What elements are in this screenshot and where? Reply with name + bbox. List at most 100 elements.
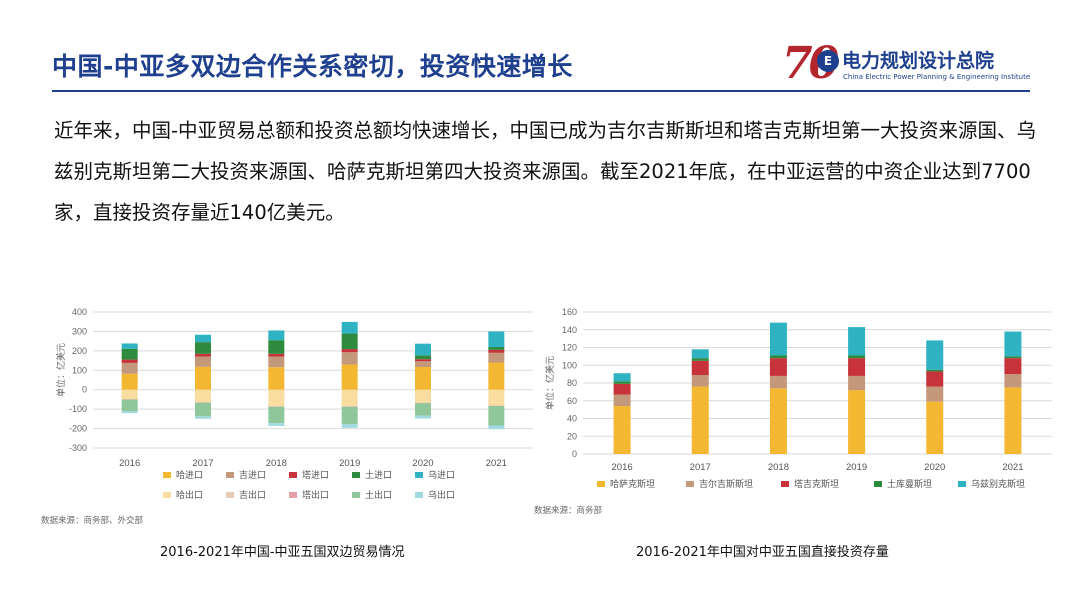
trade-bar-哈出口-2016 <box>121 389 138 400</box>
trade-bar-塔进口-2020 <box>415 359 431 362</box>
investment-bar-乌兹别克斯坦-2020 <box>926 340 944 370</box>
trade-y-tick-label: 100 <box>72 365 87 375</box>
investment-y-tick-label: 120 <box>562 343 577 353</box>
investment-x-tick-label: 2016 <box>612 462 633 473</box>
trade-bar-哈进口-2016 <box>121 373 138 390</box>
trade-y-tick-label: -200 <box>69 424 87 434</box>
trade-legend-swatch <box>415 472 423 478</box>
trade-bar-吉出口-2017 <box>195 402 211 403</box>
trade-bar-土进口-2017 <box>195 342 211 354</box>
trade-bar-乌进口-2019 <box>341 321 358 334</box>
investment-x-tick-label: 2019 <box>846 462 867 473</box>
investment-y-axis-label: 单位：亿美元 <box>544 356 556 410</box>
trade-y-axis-label: 单位：亿美元 <box>55 343 67 397</box>
investment-bar-哈萨克斯坦-2019 <box>848 390 866 454</box>
trade-legend-label: 塔进口 <box>302 469 329 481</box>
trade-chart-source: 数据来源：商务部、外交部 <box>41 516 144 526</box>
investment-bar-乌兹别克斯坦-2016 <box>613 373 631 382</box>
trade-legend-label: 哈进口 <box>176 469 203 481</box>
body-paragraph: 近年来，中国-中亚贸易总额和投资总额均快速增长，中国已成为吉尔吉斯斯坦和塔吉克斯… <box>54 119 1037 224</box>
investment-bar-吉尔吉斯斯坦-2017 <box>691 375 709 387</box>
trade-bar-吉进口-2016 <box>121 362 138 374</box>
investment-bar-乌兹别克斯坦-2019 <box>848 327 866 356</box>
investment-bar-塔吉克斯坦-2017 <box>691 360 709 376</box>
trade-bar-乌进口-2017 <box>195 334 211 343</box>
investment-bar-哈萨克斯坦-2021 <box>1004 387 1022 454</box>
trade-bar-塔进口-2017 <box>195 353 211 357</box>
trade-legend-label: 乌进口 <box>428 469 455 481</box>
trade-bar-吉出口-2018 <box>268 406 285 407</box>
trade-bar-土进口-2018 <box>268 340 285 354</box>
investment-y-tick-label: 140 <box>562 325 577 335</box>
trade-bar-乌出口-2017 <box>195 416 211 419</box>
investment-legend-swatch <box>597 481 605 487</box>
title-divider <box>52 90 1030 92</box>
trade-bar-土出口-2020 <box>415 403 431 416</box>
investment-chart-source: 数据来源：商务部 <box>534 506 603 516</box>
trade-y-tick-label: 200 <box>72 346 87 356</box>
trade-bar-乌出口-2018 <box>268 423 285 426</box>
investment-x-tick-label: 2020 <box>924 462 945 473</box>
trade-bar-哈出口-2020 <box>415 389 431 403</box>
investment-y-tick-label: 160 <box>562 307 577 317</box>
trade-bar-土出口-2021 <box>488 406 505 426</box>
trade-bar-哈进口-2021 <box>488 362 505 390</box>
investment-bar-乌兹别克斯坦-2018 <box>769 322 787 356</box>
logo-badge: E <box>817 50 839 72</box>
trade-y-tick-label: 400 <box>72 307 87 317</box>
investment-bar-土库曼斯坦-2017 <box>691 358 709 361</box>
trade-bar-土出口-2019 <box>341 406 358 425</box>
investment-bar-吉尔吉斯斯坦-2016 <box>613 394 631 407</box>
trade-bar-哈出口-2017 <box>195 389 211 403</box>
investment-legend-label: 吉尔吉斯斯坦 <box>699 478 753 490</box>
investment-bar-土库曼斯坦-2020 <box>926 369 944 372</box>
investment-bar-塔吉克斯坦-2020 <box>926 371 944 387</box>
trade-legend-swatch <box>226 472 234 478</box>
investment-legend-label: 土库曼斯坦 <box>887 478 932 490</box>
logo-english-name: China Electric Power Planning & Engineer… <box>843 73 1031 81</box>
trade-bar-乌出口-2016 <box>121 411 138 414</box>
trade-bar-乌出口-2021 <box>488 425 505 430</box>
trade-bar-吉进口-2020 <box>415 361 431 367</box>
trade-bar-塔进口-2016 <box>121 359 138 363</box>
trade-bar-乌出口-2020 <box>415 415 431 419</box>
investment-bar-吉尔吉斯斯坦-2021 <box>1004 374 1022 388</box>
trade-legend-label: 塔出口 <box>302 489 329 501</box>
investment-bar-乌兹别克斯坦-2017 <box>691 349 709 359</box>
trade-bar-土进口-2021 <box>488 346 505 350</box>
trade-x-tick-label: 2019 <box>339 458 360 469</box>
investment-legend-swatch <box>958 481 966 487</box>
investment-bar-塔吉克斯坦-2018 <box>769 358 787 376</box>
investment-y-tick-label: 0 <box>572 449 577 459</box>
trade-bar-哈进口-2018 <box>268 367 285 390</box>
investment-bar-哈萨克斯坦-2017 <box>691 386 709 454</box>
trade-y-tick-label: -100 <box>69 404 87 414</box>
trade-bar-哈出口-2021 <box>488 389 505 406</box>
investment-bar-吉尔吉斯斯坦-2018 <box>769 375 787 389</box>
trade-legend-swatch <box>163 492 171 498</box>
trade-x-tick-label: 2016 <box>119 458 140 469</box>
trade-legend-swatch <box>352 472 360 478</box>
investment-bar-塔吉克斯坦-2016 <box>613 383 631 395</box>
investment-x-tick-label: 2018 <box>768 462 789 473</box>
trade-bar-乌进口-2016 <box>121 343 138 349</box>
trade-y-tick-label: 0 <box>82 385 87 395</box>
investment-x-tick-label: 2017 <box>690 462 711 473</box>
investment-legend-swatch <box>781 481 789 487</box>
trade-bar-土出口-2016 <box>121 399 138 412</box>
trade-bar-吉出口-2016 <box>121 399 138 400</box>
investment-bar-吉尔吉斯斯坦-2020 <box>926 386 944 402</box>
investment-bar-乌兹别克斯坦-2021 <box>1004 331 1022 357</box>
investment-bar-土库曼斯坦-2019 <box>848 355 866 359</box>
trade-legend-label: 乌出口 <box>428 489 455 501</box>
investment-y-tick-label: 100 <box>562 360 577 370</box>
investment-legend-swatch <box>874 481 882 487</box>
trade-legend-label: 哈出口 <box>176 489 203 501</box>
company-logo: 70 E 电力规划设计总院 China Electric Power Plann… <box>782 38 1032 89</box>
trade-bar-吉进口-2021 <box>488 352 505 363</box>
trade-legend-swatch <box>352 492 360 498</box>
trade-legend-label: 土出口 <box>365 489 392 501</box>
investment-x-tick-label: 2021 <box>1002 462 1023 473</box>
trade-x-tick-label: 2017 <box>192 458 213 469</box>
